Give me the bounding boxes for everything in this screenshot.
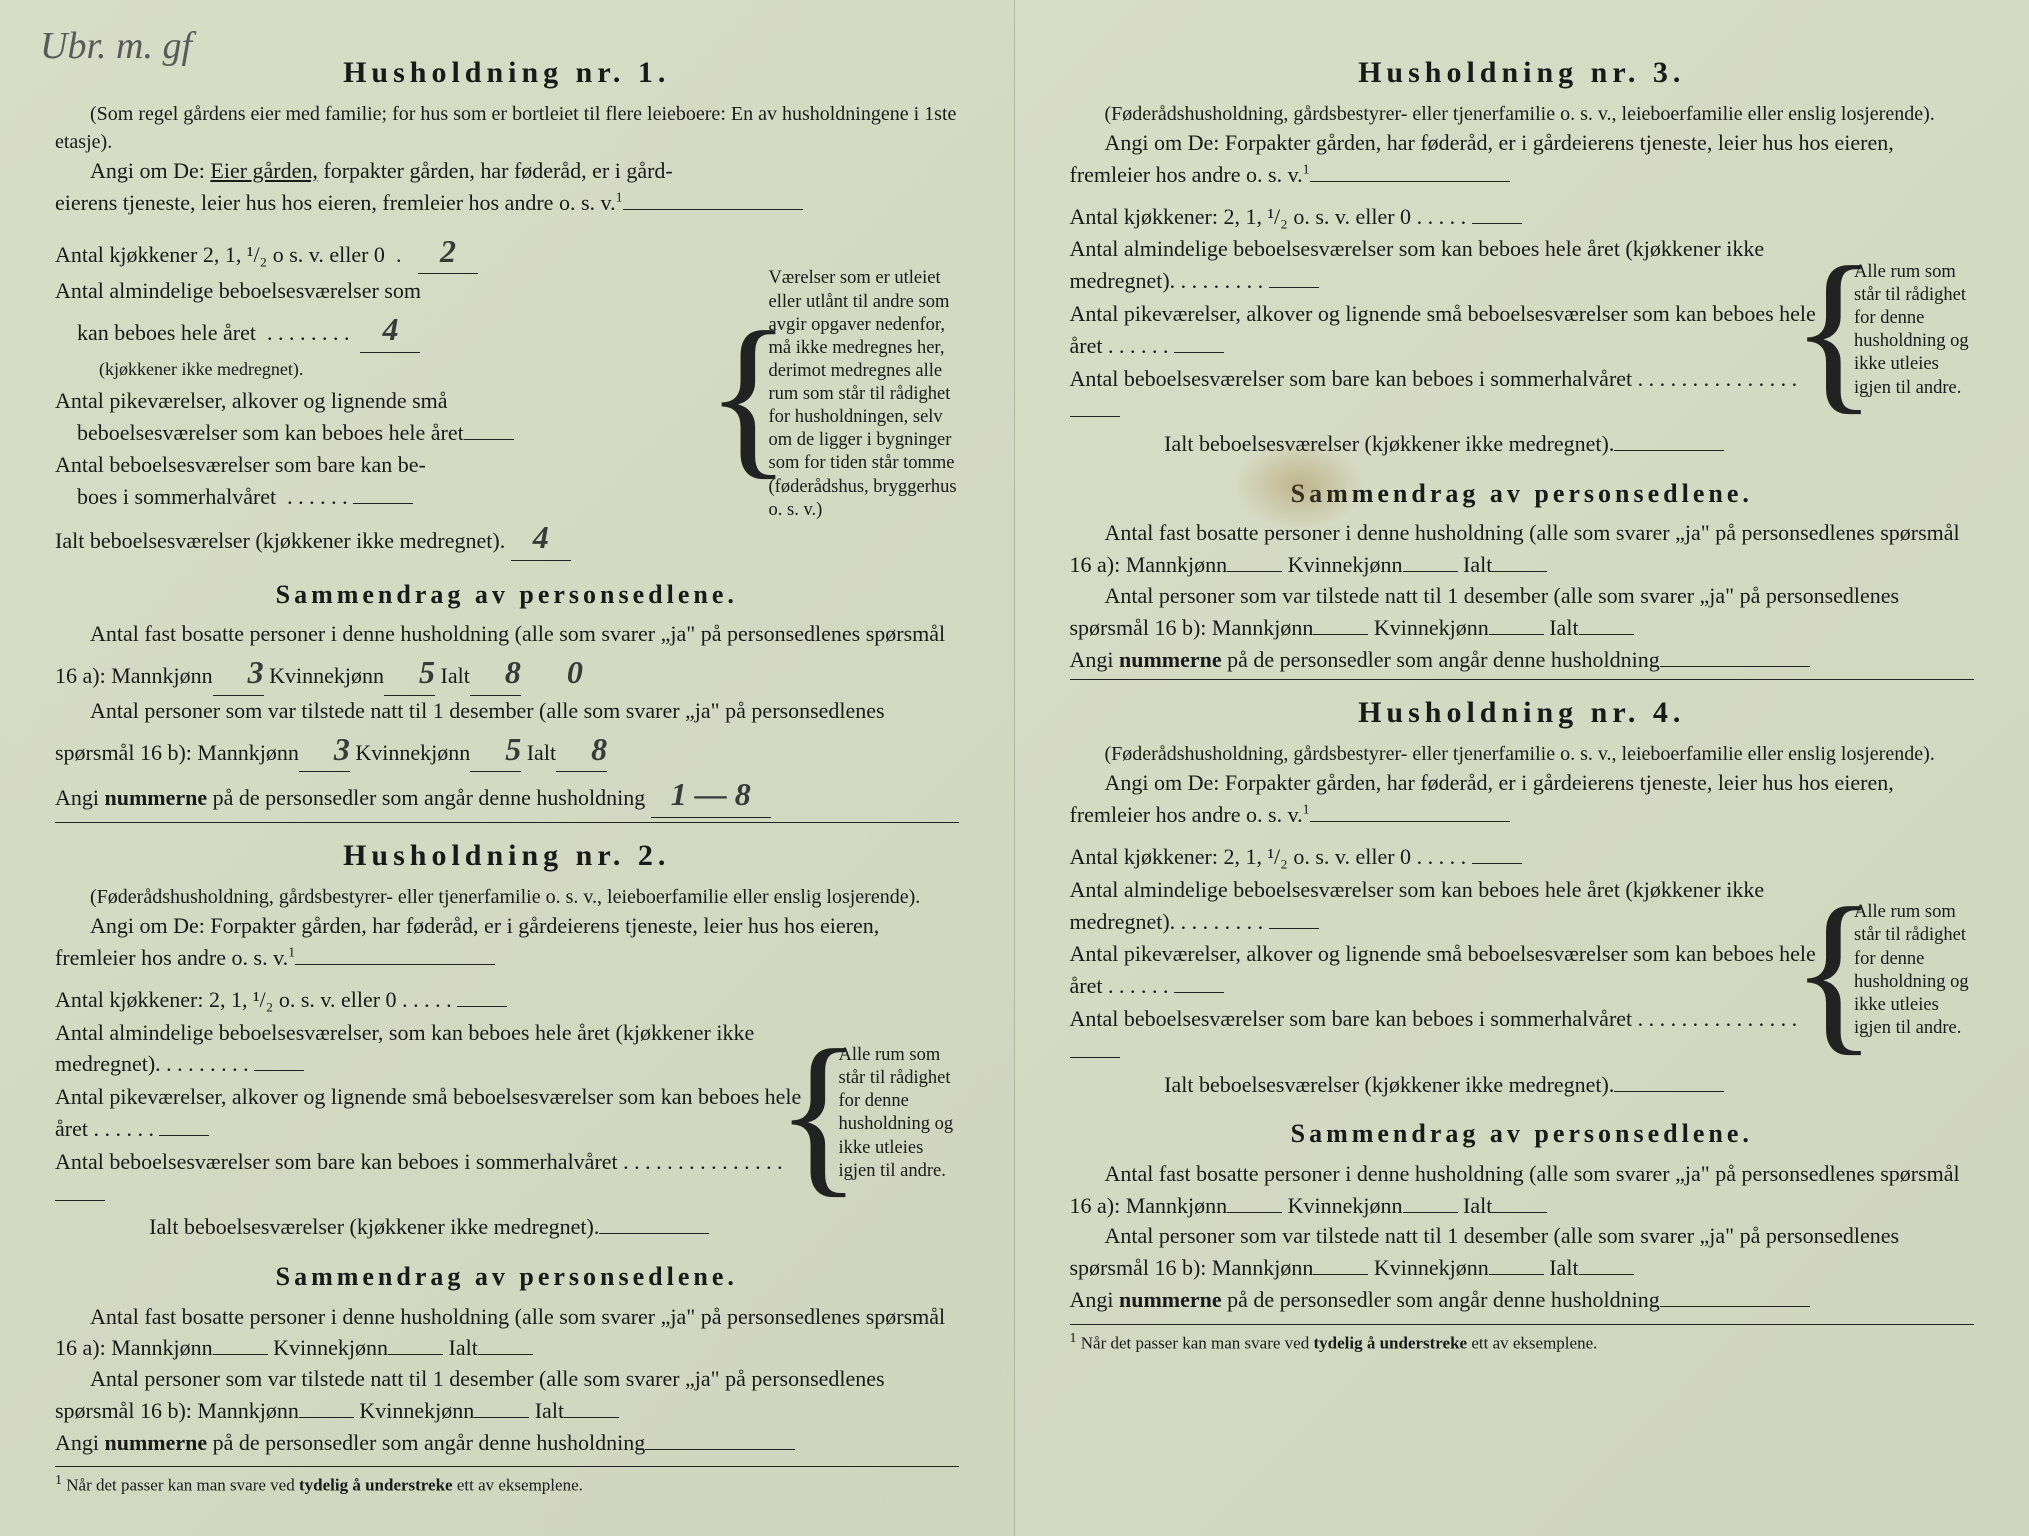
h2-kitchens: Antal kjøkkener: 2, 1, ¹/₂ o. s. v. elle…: [55, 984, 804, 1016]
h1-intro: (Som regel gårdens eier med familie; for…: [55, 100, 959, 156]
brace-icon: {: [1819, 839, 1849, 1102]
h4-summary-tilstede: Antal personer som var tilstede natt til…: [1070, 1221, 1975, 1284]
h4-summer: Antal beboelsesværelser som bare kan beb…: [1070, 1004, 1820, 1067]
h4-pike: Antal pikeværelser, alkover og lignende …: [1070, 939, 1820, 1002]
brace-icon: {: [804, 982, 834, 1245]
h1-kitchens: Antal kjøkkener 2, 1, ¹/₂ o s. v. eller …: [55, 229, 734, 275]
h4-nummer: Angi nummerne på de personsedler som ang…: [1070, 1284, 1975, 1316]
h3-brace-note: Alle rum som står til rådighet for denne…: [1849, 199, 1974, 462]
h2-summary-tilstede: Antal personer som var tilstede natt til…: [55, 1364, 959, 1427]
page-right: Husholdning nr. 3. (Føderådshusholdning,…: [1015, 0, 2029, 1536]
h1-pike: Antal pikeværelser, alkover og lignende …: [55, 386, 734, 449]
h1-summary-title: Sammendrag av personsedlene.: [55, 577, 959, 613]
h2-footnote: 1 Når det passer kan man svare ved tydel…: [55, 1466, 959, 1497]
h4-total: Ialt beboelsesværelser (kjøkkener ikke m…: [1070, 1069, 1820, 1101]
h3-title: Husholdning nr. 3.: [1070, 52, 1975, 94]
h1-summary-fast: Antal fast bosatte personer i denne hush…: [55, 619, 959, 696]
h2-brace-note: Alle rum som står til rådighet for denne…: [834, 982, 959, 1245]
h3-total: Ialt beboelsesværelser (kjøkkener ikke m…: [1070, 428, 1820, 460]
h1-rooms-block: Antal kjøkkener 2, 1, ¹/₂ o s. v. eller …: [55, 227, 959, 563]
h2-rooms: Antal almindelige beboelsesværelser, som…: [55, 1018, 804, 1081]
h3-pike: Antal pikeværelser, alkover og lignende …: [1070, 299, 1820, 362]
h3-nummer: Angi nummerne på de personsedler som ang…: [1070, 644, 1975, 676]
h2-pike: Antal pikeværelser, alkover og lignende …: [55, 1082, 804, 1145]
h2-summary-fast: Antal fast bosatte personer i denne hush…: [55, 1302, 959, 1365]
h2-summer: Antal beboelsesværelser som bare kan beb…: [55, 1147, 804, 1210]
h1-rooms-value: 4: [360, 307, 420, 353]
h1-summary-tilstede: Antal personer som var tilstede natt til…: [55, 696, 959, 773]
h1-summer: Antal beboelsesværelser som bare kan be-…: [55, 450, 734, 513]
h4-title: Husholdning nr. 4.: [1070, 692, 1975, 734]
h1-total: Ialt beboelsesværelser (kjøkkener ikke m…: [55, 515, 734, 561]
h3-rooms-block: Antal kjøkkener: 2, 1, ¹/₂ o. s. v. elle…: [1070, 199, 1975, 462]
h2-nummer: Angi nummerne på de personsedler som ang…: [55, 1427, 959, 1459]
brace-icon: {: [1819, 199, 1849, 462]
h2-summary-title: Sammendrag av personsedlene.: [55, 1259, 959, 1295]
h2-intro: (Føderådshusholdning, gårdsbestyrer- ell…: [55, 883, 959, 911]
h1-brace-note: Værelser som er utleiet eller utlånt til…: [764, 227, 959, 563]
h1-angi-underlined: Eier gården,: [210, 158, 318, 183]
h2-angi: Angi om De: Forpakter gården, har føderå…: [55, 911, 959, 974]
h3-kitchens: Antal kjøkkener: 2, 1, ¹/₂ o. s. v. elle…: [1070, 201, 1820, 233]
h3-rooms: Antal almindelige beboelsesværelser som …: [1070, 234, 1820, 297]
h4-rooms-block: Antal kjøkkener: 2, 1, ¹/₂ o. s. v. elle…: [1070, 839, 1975, 1102]
page-left: Ubr. m. gf Husholdning nr. 1. (Som regel…: [0, 0, 1015, 1536]
h4-brace-note: Alle rum som står til rådighet for denne…: [1849, 839, 1974, 1102]
h4-summary-fast: Antal fast bosatte personer i denne hush…: [1070, 1159, 1975, 1222]
h1-angi-line1: Angi om De: Eier gården, forpakter gårde…: [55, 156, 959, 187]
h4-rooms: Antal almindelige beboelsesværelser som …: [1070, 875, 1820, 938]
h3-summary-tilstede: Antal personer som var tilstede natt til…: [1070, 581, 1975, 644]
h3-summer: Antal beboelsesværelser som bare kan beb…: [1070, 364, 1820, 427]
h4-summary-title: Sammendrag av personsedlene.: [1070, 1116, 1975, 1152]
h1-nummer: Angi nummerne på de personsedler som ang…: [55, 772, 959, 818]
h1-kitchens-value: 2: [418, 229, 478, 275]
h1-total-value: 4: [511, 515, 571, 561]
document-spread: Ubr. m. gf Husholdning nr. 1. (Som regel…: [0, 0, 2029, 1536]
h2-title: Husholdning nr. 2.: [55, 835, 959, 877]
h3-summary-fast: Antal fast bosatte personer i denne hush…: [1070, 518, 1975, 581]
h4-kitchens: Antal kjøkkener: 2, 1, ¹/₂ o. s. v. elle…: [1070, 841, 1820, 873]
h1-angi-line2: eierens tjeneste, leier hus hos eieren, …: [55, 187, 959, 219]
h4-intro: (Føderådshusholdning, gårdsbestyrer- ell…: [1070, 740, 1975, 768]
handwriting-annotation: Ubr. m. gf: [40, 20, 192, 73]
h3-angi: Angi om De: Forpakter gården, har føderå…: [1070, 128, 1975, 191]
h1-rooms: Antal almindelige beboelsesværelser som …: [55, 276, 734, 383]
brace-icon: {: [734, 227, 764, 563]
h2-rooms-block: Antal kjøkkener: 2, 1, ¹/₂ o. s. v. elle…: [55, 982, 959, 1245]
h2-total: Ialt beboelsesværelser (kjøkkener ikke m…: [55, 1211, 804, 1243]
h3-summary-title: Sammendrag av personsedlene.: [1070, 476, 1975, 512]
h4-angi: Angi om De: Forpakter gården, har føderå…: [1070, 768, 1975, 831]
h3-intro: (Føderådshusholdning, gårdsbestyrer- ell…: [1070, 100, 1975, 128]
h4-footnote: 1 Når det passer kan man svare ved tydel…: [1070, 1324, 1975, 1355]
